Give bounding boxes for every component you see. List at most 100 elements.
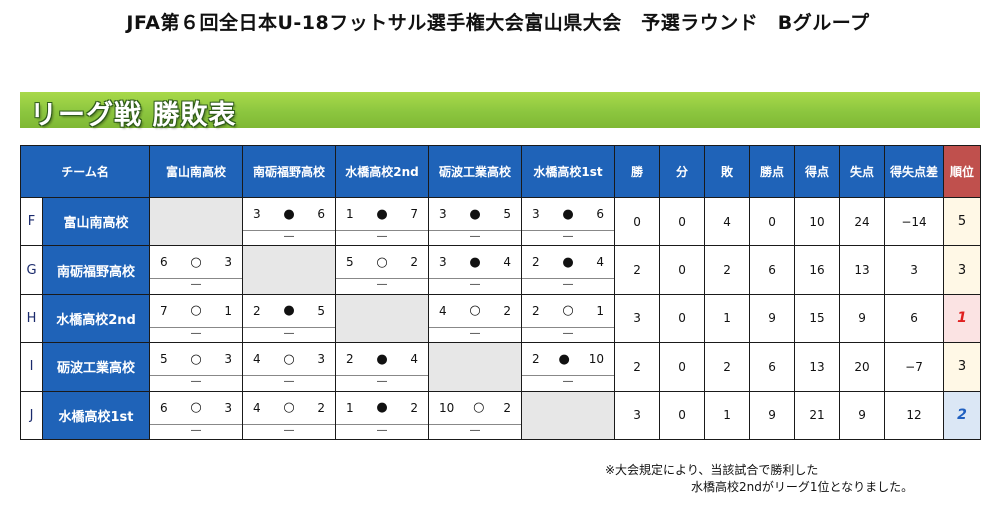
match-result-cell: 10 ○ 2 ― xyxy=(428,390,523,441)
self-match-cell xyxy=(335,293,430,344)
col-header-points: 勝点 xyxy=(749,145,796,198)
win-count: 2 xyxy=(614,342,661,392)
goals-for-value: 13 xyxy=(794,342,841,392)
match-result-cell: 3 ● 6 ― xyxy=(521,196,616,247)
win-mark-icon: ○ xyxy=(190,351,202,367)
draw-count: 0 xyxy=(659,293,706,344)
score-left: 3 xyxy=(253,207,261,221)
match-note: ― xyxy=(470,279,481,291)
footnote-line-2: 水橋高校2ndがリーグ1位となりました。 xyxy=(691,480,914,494)
score-right: 6 xyxy=(317,207,326,221)
win-mark-icon: ○ xyxy=(473,400,485,416)
loss-count: 2 xyxy=(704,342,751,392)
score-right: 1 xyxy=(224,303,233,318)
match-note: ― xyxy=(470,327,481,339)
goals-for-value: 15 xyxy=(794,293,841,344)
score-left: 4 xyxy=(253,400,261,415)
match-note: ― xyxy=(470,424,481,436)
rank-value: 3 xyxy=(943,342,982,392)
match-note: ― xyxy=(191,279,202,291)
match-note: ― xyxy=(191,376,202,388)
points-value: 9 xyxy=(749,390,796,441)
match-result-cell: 4 ○ 2 ― xyxy=(428,293,523,344)
row-letter: G xyxy=(20,245,43,295)
row-letter: J xyxy=(20,390,43,441)
score-right: 4 xyxy=(503,255,512,270)
match-score: 5 ○ 2 xyxy=(336,246,429,280)
col-header-opponent: 砺波工業高校 xyxy=(428,145,523,198)
match-result-cell: 2 ○ 1 ― xyxy=(521,293,616,344)
score-right: 2 xyxy=(503,303,512,318)
score-right: 3 xyxy=(317,352,326,367)
match-score: 4 ○ 3 xyxy=(243,343,336,377)
draw-count: 0 xyxy=(659,196,706,247)
self-match-cell xyxy=(149,196,244,247)
match-result-cell: 5 ○ 2 ― xyxy=(335,245,430,295)
col-header-opponent: 水橋高校1st xyxy=(521,145,616,198)
score-left: 3 xyxy=(532,207,540,221)
score-left: 4 xyxy=(439,303,447,318)
self-match-cell xyxy=(521,390,616,441)
score-right: 6 xyxy=(596,207,605,221)
loss-mark-icon: ● xyxy=(469,206,481,222)
match-note: ― xyxy=(563,279,574,291)
self-match-cell xyxy=(242,245,337,295)
match-score: 5 ○ 3 xyxy=(150,343,243,377)
score-right: 4 xyxy=(596,255,605,270)
col-header-goals-against: 失点 xyxy=(839,145,886,198)
goals-for-value: 10 xyxy=(794,196,841,247)
score-left: 6 xyxy=(160,400,168,415)
match-note: ― xyxy=(377,231,388,242)
match-note: ― xyxy=(191,327,202,339)
row-letter: H xyxy=(20,293,43,344)
goals-against-value: 9 xyxy=(839,390,886,441)
section-title: リーグ戦 勝敗表 xyxy=(30,100,237,131)
goals-against-value: 13 xyxy=(839,245,886,295)
score-left: 2 xyxy=(532,352,540,367)
win-mark-icon: ○ xyxy=(283,400,295,416)
match-result-cell: 3 ● 6 ― xyxy=(242,196,337,247)
page-title: JFA第６回全日本U-18フットサル選手権大会富山県大会 予選ラウンド Bグルー… xyxy=(126,12,870,34)
match-result-cell: 3 ● 4 ― xyxy=(428,245,523,295)
match-score: 1 ● 2 xyxy=(336,392,429,425)
score-left: 1 xyxy=(346,207,354,221)
match-result-cell: 3 ● 5 ― xyxy=(428,196,523,247)
match-score: 2 ○ 1 xyxy=(522,295,615,328)
match-result-cell: 1 ● 2 ― xyxy=(335,390,430,441)
team-name-cell: 砺波工業高校 xyxy=(41,342,151,392)
score-left: 10 xyxy=(439,400,455,415)
score-right: 2 xyxy=(503,400,511,415)
standings-table: チーム名 富山南高校 南砺福野高校 水橋高校2nd 砺波工業高校 水橋高校1st… xyxy=(19,145,982,441)
goals-for-value: 21 xyxy=(794,390,841,441)
loss-mark-icon: ● xyxy=(283,303,295,319)
win-mark-icon: ○ xyxy=(562,303,574,319)
score-left: 2 xyxy=(253,303,261,318)
table-row: H 水橋高校2nd 7 ○ 1 ― 2 ● 5 ― 4 ○ 2 ― 2 ○ 1 ― 3 0 1 9 15 9 6 1 xyxy=(20,293,982,344)
goals-for-value: 16 xyxy=(794,245,841,295)
score-left: 2 xyxy=(346,352,354,367)
loss-mark-icon: ● xyxy=(562,206,574,222)
match-score: 4 ○ 2 xyxy=(243,392,336,425)
score-left: 6 xyxy=(160,255,168,270)
match-note: ― xyxy=(563,327,574,339)
match-score: 2 ● 10 xyxy=(522,343,615,377)
col-header-opponent: 水橋高校2nd xyxy=(335,145,430,198)
footnote: ※大会規定により、当該試合で勝利した 水橋高校2ndがリーグ1位となりました。 xyxy=(605,462,913,496)
match-score: 7 ○ 1 xyxy=(150,295,243,328)
rank-value: 1 xyxy=(943,293,982,344)
score-right: 3 xyxy=(224,352,233,367)
loss-mark-icon: ● xyxy=(376,400,388,416)
team-name-cell: 水橋高校1st xyxy=(41,390,151,441)
team-name-cell: 富山南高校 xyxy=(41,196,151,247)
col-header-win: 勝 xyxy=(614,145,661,198)
col-header-opponent: 富山南高校 xyxy=(149,145,244,198)
score-left: 7 xyxy=(160,303,168,318)
points-value: 9 xyxy=(749,293,796,344)
match-note: ― xyxy=(191,424,202,436)
match-score: 2 ● 4 xyxy=(336,343,429,377)
draw-count: 0 xyxy=(659,342,706,392)
goal-diff-value: −14 xyxy=(884,196,945,247)
team-name-cell: 水橋高校2nd xyxy=(41,293,151,344)
row-letter: F xyxy=(20,196,43,247)
draw-count: 0 xyxy=(659,245,706,295)
